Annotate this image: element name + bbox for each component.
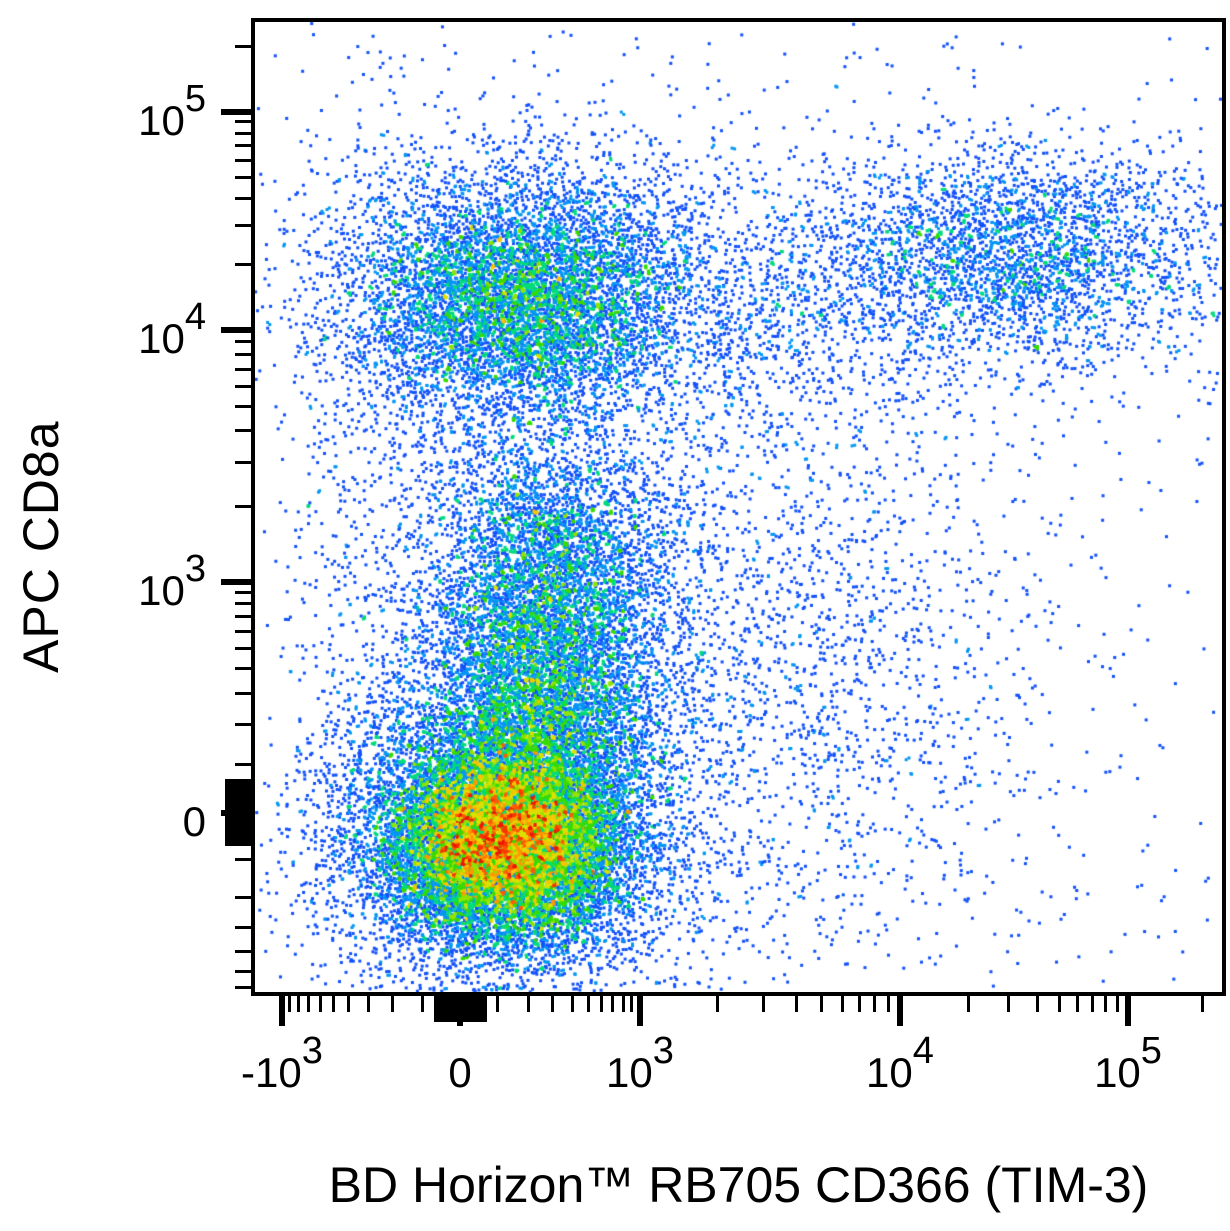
y-minor-tick (235, 176, 251, 180)
y-zero-blob-tick (225, 778, 251, 846)
x-minor-tick (527, 996, 531, 1012)
x-minor-tick (421, 996, 425, 1012)
x-minor-tick (630, 996, 634, 1012)
x-minor-tick (600, 996, 604, 1012)
x-minor-tick (873, 996, 877, 1012)
y-major-tick (221, 578, 251, 585)
exponent: 3 (301, 1030, 323, 1072)
x-tick-label-100000: 105 (1094, 1030, 1162, 1096)
y-minor-tick (235, 224, 251, 228)
x-minor-tick (840, 996, 844, 1012)
minus-sign: - (241, 1049, 256, 1096)
x-minor-tick (297, 996, 301, 1012)
y-minor-tick (235, 590, 251, 594)
x-major-tick (636, 996, 643, 1026)
y-axis-title: APC CD8a (13, 420, 69, 674)
y-minor-tick (235, 986, 251, 990)
x-axis-title: BD Horizon™ RB705 CD366 (TIM-3) (328, 1157, 1149, 1213)
x-tick-label-0: 0 (448, 1049, 472, 1096)
y-minor-tick (235, 262, 251, 266)
x-minor-tick (1007, 996, 1011, 1012)
exponent: 4 (184, 295, 206, 338)
x-minor-tick (1104, 996, 1108, 1012)
y-major-tick (221, 326, 251, 333)
y-minor-tick (235, 667, 251, 671)
y-minor-tick (235, 460, 251, 464)
y-minor-tick (235, 969, 251, 973)
x-minor-tick (967, 996, 971, 1012)
y-minor-tick (235, 615, 251, 619)
x-minor-tick (1057, 996, 1061, 1012)
x-minor-tick (331, 996, 335, 1012)
y-minor-tick (235, 158, 251, 162)
x-minor-tick (366, 996, 370, 1012)
x-minor-tick (570, 996, 574, 1012)
x-zero-blob-tick (433, 996, 487, 1022)
y-tick-label-1000: 103 (138, 547, 206, 614)
x-minor-tick (1116, 996, 1120, 1012)
plot-frame (251, 18, 1226, 996)
x-minor-tick (1035, 996, 1039, 1012)
x-minor-tick (762, 996, 766, 1012)
x-minor-tick (611, 996, 615, 1012)
y-minor-tick (235, 629, 251, 633)
x-minor-tick (1075, 996, 1079, 1012)
y-minor-tick (235, 763, 251, 767)
y-minor-tick (235, 723, 251, 727)
y-minor-tick (235, 896, 251, 900)
y-minor-tick (235, 429, 251, 433)
x-major-tick (896, 996, 903, 1026)
y-minor-tick (235, 131, 251, 135)
x-minor-tick (858, 996, 862, 1012)
x-minor-tick (390, 996, 394, 1012)
x-minor-tick (621, 996, 625, 1012)
x-minor-tick (1091, 996, 1095, 1012)
x-minor-tick (819, 996, 823, 1012)
y-minor-tick (235, 45, 251, 49)
exponent: 3 (184, 547, 206, 590)
x-minor-tick (318, 996, 322, 1012)
y-minor-tick (235, 692, 251, 696)
exponent: 4 (912, 1030, 934, 1072)
x-minor-tick (886, 996, 890, 1012)
x-tick-label--1000: -103 (241, 1030, 323, 1096)
y-minor-tick (235, 384, 251, 388)
x-major-tick (278, 996, 285, 1026)
y-minor-tick (235, 367, 251, 371)
y-minor-tick (235, 340, 251, 344)
y-minor-tick (235, 352, 251, 356)
y-major-tick (221, 109, 251, 116)
y-tick-label-0: 0 (182, 798, 206, 846)
y-minor-tick (235, 926, 251, 930)
y-minor-tick (235, 404, 251, 408)
y-minor-tick (235, 505, 251, 509)
y-minor-tick (235, 197, 251, 201)
exponent: 5 (184, 78, 206, 121)
y-minor-tick (235, 950, 251, 954)
y-tick-label-10000: 104 (138, 295, 206, 362)
y-minor-tick (235, 857, 251, 861)
y-minor-tick (235, 120, 251, 124)
x-major-tick (1125, 996, 1131, 1026)
x-minor-tick (1200, 996, 1204, 1012)
x-tick-label-1000: 103 (606, 1030, 674, 1096)
x-tick-label-10000: 104 (866, 1030, 934, 1096)
y-tick-label-100000: 105 (138, 78, 206, 145)
x-minor-tick (495, 996, 499, 1012)
density-dot-plot-canvas (255, 22, 1222, 992)
exponent: 3 (652, 1030, 674, 1072)
y-minor-tick (235, 144, 251, 148)
x-minor-tick (347, 996, 351, 1012)
x-minor-tick (288, 996, 292, 1012)
x-minor-tick (307, 996, 311, 1012)
x-minor-tick (586, 996, 590, 1012)
x-minor-tick (551, 996, 555, 1012)
exponent: 5 (1140, 1030, 1162, 1072)
y-minor-tick (235, 602, 251, 606)
x-minor-tick (794, 996, 798, 1012)
x-minor-tick (716, 996, 720, 1012)
y-minor-tick (235, 646, 251, 650)
